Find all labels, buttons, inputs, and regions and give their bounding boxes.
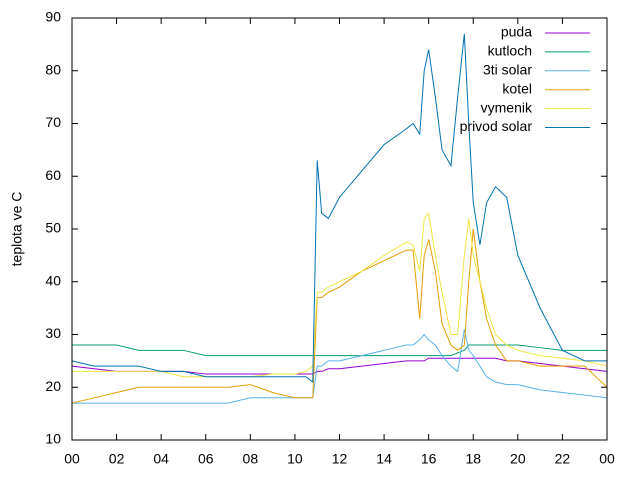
y-tick-label: 10 xyxy=(45,431,61,447)
legend-label: puda xyxy=(501,24,532,40)
plot-frame xyxy=(71,17,608,441)
x-tick-label: 16 xyxy=(421,451,437,467)
x-tick-label: 00 xyxy=(64,451,80,467)
y-tick-label: 40 xyxy=(45,272,61,288)
x-tick-label: 12 xyxy=(332,451,348,467)
series-line xyxy=(71,33,607,383)
series-line xyxy=(72,329,608,404)
legend-label: vymenik xyxy=(481,99,533,115)
x-tick-label: 10 xyxy=(287,451,303,467)
x-tick-label: 00 xyxy=(599,451,615,467)
y-tick-label: 70 xyxy=(45,114,61,130)
series-line xyxy=(72,344,607,357)
legend-label: privod solar xyxy=(460,118,533,134)
x-tick-label: 04 xyxy=(153,451,169,467)
y-tick-label: 50 xyxy=(45,220,61,236)
x-tick-label: 22 xyxy=(555,451,571,467)
series-line xyxy=(71,228,608,404)
x-tick-label: 14 xyxy=(376,451,392,467)
legend-label: kutloch xyxy=(488,43,532,59)
y-tick-label: 20 xyxy=(45,378,61,394)
legend-label: kotel xyxy=(502,80,532,96)
y-tick-label: 60 xyxy=(45,167,61,183)
series-line xyxy=(71,357,608,375)
x-tick-label: 06 xyxy=(198,451,214,467)
x-tick-label: 18 xyxy=(465,451,481,467)
y-tick-label: 30 xyxy=(45,325,61,341)
x-tick-label: 20 xyxy=(510,451,526,467)
y-axis-label: teplota ve C xyxy=(9,192,25,267)
x-tick-label: 08 xyxy=(243,451,259,467)
y-tick-label: 80 xyxy=(45,61,61,77)
x-tick-label: 02 xyxy=(109,451,125,467)
legend-label: 3ti solar xyxy=(483,62,532,78)
y-tick-label: 90 xyxy=(45,9,61,25)
series-line xyxy=(72,212,608,378)
